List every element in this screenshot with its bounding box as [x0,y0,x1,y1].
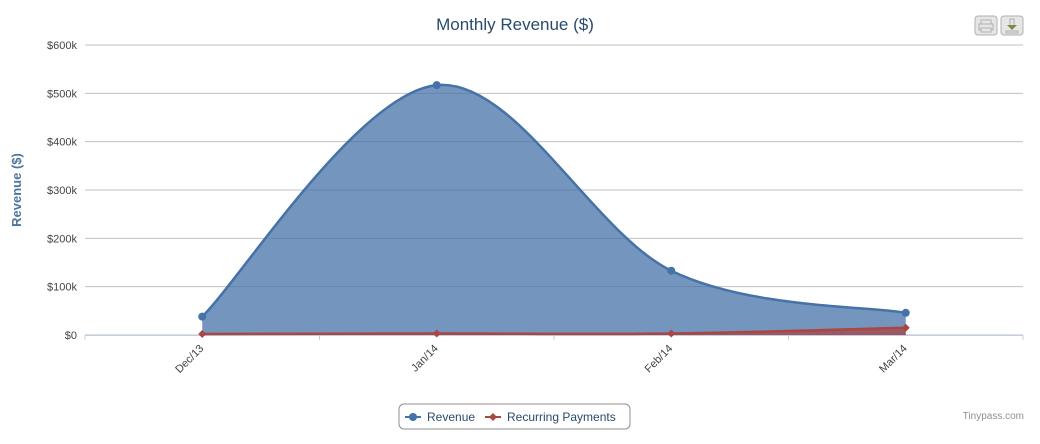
point-revenue[interactable] [667,266,676,275]
y-tick-label: $400k [47,137,77,149]
point-revenue[interactable] [198,312,207,321]
x-tick-label: Mar/14 [877,343,910,376]
x-tick-label: Jan/14 [409,343,441,375]
x-tick-labels: Dec/13 Jan/14 Feb/14 Mar/14 [173,343,910,376]
y-tick-labels: $0 $100k $200k $300k $400k $500k $600k [47,40,77,342]
chart-title: Monthly Revenue ($) [436,15,594,34]
y-tick-label: $100k [47,282,77,294]
x-tick-label: Feb/14 [643,343,676,376]
y-tick-label: $0 [65,330,77,342]
y-axis-label: Revenue ($) [9,153,24,227]
print-button[interactable] [974,15,998,36]
legend-item-recurring-payments[interactable]: Recurring Payments [485,410,616,424]
legend-item-revenue[interactable]: Revenue [405,410,475,424]
point-recurring-payments[interactable] [901,323,910,332]
line-revenue [201,83,906,318]
line-recurring-payments [202,326,906,336]
credits[interactable]: Tinypass.com [963,411,1024,422]
download-icon [1005,18,1019,34]
point-recurring-payments[interactable] [667,329,676,338]
printer-icon [978,19,994,33]
export-button[interactable] [1000,15,1024,36]
area-revenue [202,84,906,336]
x-tick-label: Dec/13 [173,343,206,376]
y-tick-label: $300k [47,185,77,197]
legend-label-recurring-payments: Recurring Payments [507,410,616,424]
series-layer [198,81,910,339]
y-tick-label: $500k [47,88,77,100]
y-tick-label: $200k [47,233,77,245]
y-tick-label: $600k [47,40,77,52]
legend: Revenue Recurring Payments [398,403,631,430]
point-recurring-payments[interactable] [198,330,207,339]
point-revenue[interactable] [901,308,910,317]
point-revenue[interactable] [432,81,441,90]
point-recurring-payments[interactable] [432,329,441,338]
legend-label-revenue: Revenue [427,410,475,424]
